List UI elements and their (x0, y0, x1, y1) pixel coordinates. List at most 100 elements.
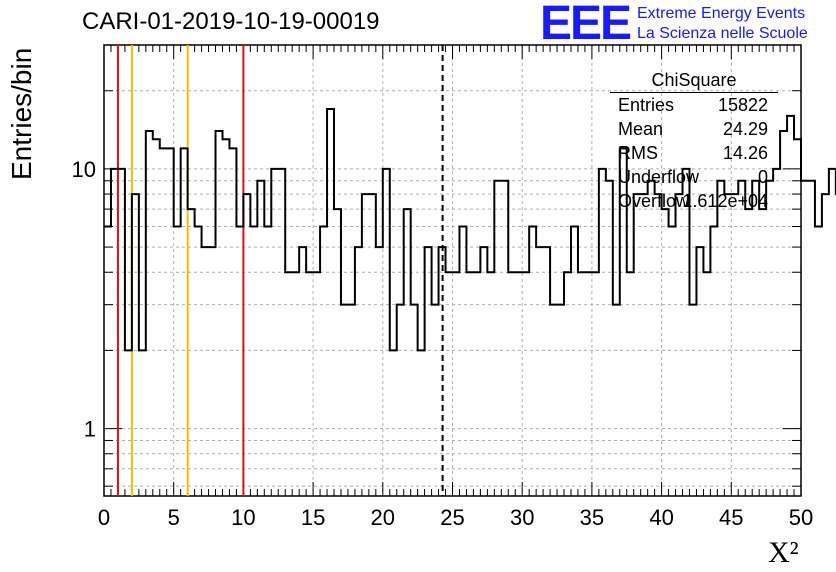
x-axis-label: X² (768, 536, 799, 569)
histogram-bin (104, 227, 111, 496)
histogram-bin (808, 181, 815, 496)
histogram-bin (815, 227, 822, 496)
histogram-bin (285, 272, 292, 496)
histogram-bin (592, 272, 599, 496)
x-tick-label: 15 (301, 505, 325, 530)
stats-value: 15822 (717, 95, 768, 115)
stats-row: RMS 14.26 (610, 143, 778, 167)
histogram-bin (362, 194, 369, 496)
stats-value: 1.612e+04 (682, 191, 768, 211)
histogram-bin (160, 148, 167, 496)
histogram-bin (738, 181, 745, 496)
histogram-bin (257, 181, 264, 496)
histogram-bin (662, 209, 669, 496)
histogram-bin (459, 227, 466, 496)
histogram-bin (348, 305, 355, 496)
histogram-bin (439, 247, 446, 496)
histogram-bin (522, 272, 529, 496)
logo-line-1: Extreme Energy Events (637, 5, 806, 22)
histogram-bin (125, 350, 132, 496)
histogram-bin (703, 272, 710, 496)
histogram-bin (146, 131, 153, 496)
x-tick-label: 25 (440, 505, 464, 530)
histogram-bin (634, 194, 641, 496)
eee-logo: EEE (540, 0, 632, 50)
histogram-bin (822, 194, 829, 496)
histogram-bin (320, 227, 327, 496)
histogram-bin (669, 227, 676, 496)
histogram-bin (794, 139, 801, 496)
histogram-bin (306, 272, 313, 496)
histogram-bin (425, 247, 432, 496)
histogram-bin (487, 272, 494, 496)
stats-row: Underflow 0 (610, 167, 778, 191)
histogram-bin (536, 247, 543, 496)
histogram-bin (209, 247, 216, 496)
histogram-bin (376, 247, 383, 496)
histogram-bin (216, 131, 223, 496)
histogram-bin (174, 227, 181, 496)
histogram-bin (759, 209, 766, 496)
histogram-bin (508, 272, 515, 496)
x-tick-label: 30 (510, 505, 534, 530)
histogram-bin (432, 305, 439, 496)
histogram-bin (397, 305, 404, 496)
histogram-bin (550, 305, 557, 496)
stats-key: Entries (618, 95, 675, 115)
histogram-bin (627, 272, 634, 496)
histogram-bin (752, 181, 759, 496)
stats-row: Entries 15822 (610, 95, 778, 119)
x-tick-label: 50 (789, 505, 813, 530)
histogram-bin (264, 227, 271, 496)
x-tick-label: 5 (168, 505, 180, 530)
histogram-bin (390, 350, 397, 496)
histogram-bin (543, 247, 550, 496)
histogram-bin (557, 305, 564, 496)
x-tick-label: 45 (719, 505, 743, 530)
histogram-bin (766, 181, 773, 496)
stats-title: ChiSquare (610, 70, 778, 93)
histogram-bin (606, 181, 613, 496)
y-tick-label: 10 (72, 157, 96, 182)
histogram-bin (564, 272, 571, 496)
histogram-bin (480, 247, 487, 496)
y-tick-label: 1 (84, 417, 96, 442)
histogram-bin (250, 227, 257, 496)
histogram-bin (801, 181, 808, 496)
histogram-bin (167, 148, 174, 496)
histogram-bin (724, 194, 731, 496)
histogram-bin (153, 139, 160, 496)
histogram-bin (745, 209, 752, 496)
histogram-bin (202, 247, 209, 496)
histogram-series (104, 108, 836, 352)
histogram-bin (278, 169, 285, 496)
histogram-bin (515, 272, 522, 496)
x-tick-label: 40 (649, 505, 673, 530)
histogram-bin (683, 169, 690, 496)
histogram-bin (648, 181, 655, 496)
x-tick-label: 35 (580, 505, 604, 530)
histogram-bin (299, 247, 306, 496)
histogram-bin (271, 169, 278, 496)
x-tick-label: 10 (231, 505, 255, 530)
histogram-bin (327, 109, 334, 496)
histogram-bin (571, 227, 578, 496)
histogram-bin (501, 181, 508, 496)
histogram-bin (599, 169, 606, 496)
stats-value: 0 (757, 167, 768, 187)
histogram-bin (613, 305, 620, 496)
histogram-bin (139, 350, 146, 496)
x-tick-label: 20 (371, 505, 395, 530)
histogram-bin (195, 227, 202, 496)
histogram-bin (313, 272, 320, 496)
stats-box: ChiSquare Entries 15822 Mean 24.29 RMS 14.26 U… (610, 70, 778, 215)
histogram-bin (111, 169, 118, 496)
histogram-bin (181, 148, 188, 496)
stats-value: 14.26 (722, 143, 768, 163)
histogram-bin (655, 194, 662, 496)
stats-key: Underflow (618, 167, 700, 187)
histogram-bin (243, 194, 250, 496)
histogram-bin (236, 227, 243, 496)
histogram-bin (585, 272, 592, 496)
